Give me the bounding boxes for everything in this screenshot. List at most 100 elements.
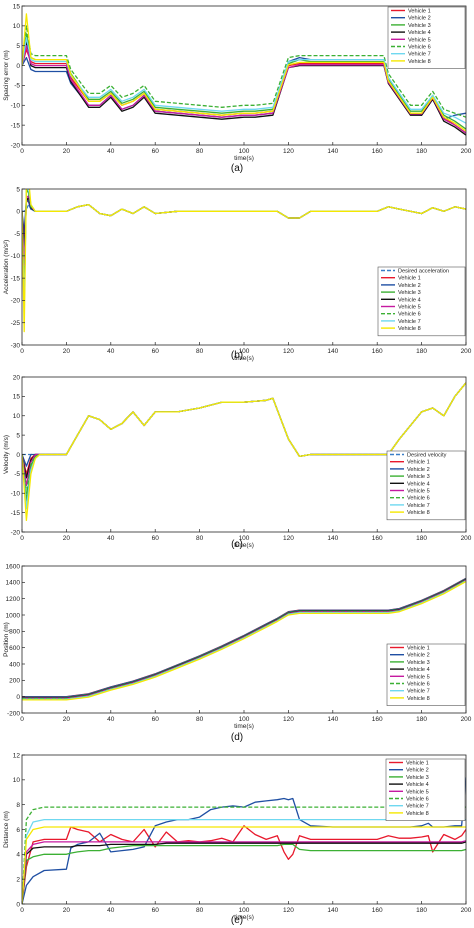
x-tick-label: 180 [416,148,427,155]
x-tick-label: 120 [283,348,294,355]
series-line-vehicle-5 [22,45,466,134]
series-line-vehicle-6 [22,25,466,118]
legend-label: Vehicle 4 [408,30,431,36]
y-tick-label: -30 [11,342,21,349]
y-tick-label: -10 [11,253,21,260]
x-axis-label: time(s) [234,914,254,921]
legend-label: Vehicle 7 [398,319,421,325]
x-tick-label: 0 [20,907,24,914]
legend-label: Vehicle 7 [408,52,431,58]
panel-caption: (c) [231,539,243,550]
legend-label: Vehicle 3 [408,23,431,29]
x-tick-label: 80 [196,535,204,542]
x-tick-label: 200 [461,535,472,542]
x-tick-label: 60 [152,148,160,155]
x-tick-label: 0 [20,148,24,155]
legend-label: Vehicle 3 [407,474,430,480]
y-tick-label: 0 [16,901,20,908]
x-tick-label: 80 [196,716,204,723]
x-tick-label: 20 [63,535,71,542]
series-line-vehicle-1 [22,825,466,904]
y-tick-label: 0 [16,694,20,701]
series-group [22,577,466,701]
y-tick-label: -15 [11,510,21,517]
legend-label: Vehicle 1 [407,460,430,466]
x-tick-label: 40 [107,148,115,155]
x-tick-label: 0 [20,716,24,723]
x-tick-label: 180 [416,535,427,542]
legend-label: Vehicle 4 [398,297,421,303]
legend-label: Vehicle 1 [406,761,429,767]
x-tick-label: 140 [327,348,338,355]
panel-caption: (d) [231,732,243,743]
legend-label: Vehicle 4 [406,782,429,788]
y-tick-label: -20 [11,529,21,536]
legend-label: Vehicle 4 [407,481,430,487]
series-line-vehicle-8 [22,580,466,701]
x-tick-label: 160 [372,716,383,723]
x-axis-label: time(s) [234,155,254,162]
series-group [22,13,466,136]
y-tick-label: 1600 [6,563,21,570]
chart-panel-1: 0 20 40 60 80 100 120 140 160 180 200 -20 -15 -10 -5 0 5… [3,3,472,174]
legend-label: Vehicle 3 [406,775,429,781]
y-tick-label: 0 [16,452,20,459]
legend-label: Vehicle 5 [406,789,429,795]
x-tick-label: 120 [283,716,294,723]
y-tick-label: 600 [9,645,20,652]
y-tick-label: -25 [11,320,21,327]
y-axis-label: Velocity (m/s) [3,435,10,474]
y-tick-label: -5 [14,471,20,478]
x-tick-label: 0 [20,535,24,542]
y-tick-label: 20 [13,374,21,381]
legend-label: Vehicle 6 [407,496,430,502]
x-tick-label: 160 [372,148,383,155]
x-tick-label: 200 [461,348,472,355]
x-tick-label: 40 [107,348,115,355]
legend-label: Vehicle 1 [407,646,430,652]
x-tick-label: 40 [107,716,115,723]
legend-label: Vehicle 2 [407,653,430,659]
y-tick-label: -10 [11,491,21,498]
x-axis-label: time(s) [234,723,254,730]
series-line-vehicle-5 [22,840,466,904]
series-line-vehicle-2 [22,197,466,235]
x-tick-label: 160 [372,535,383,542]
x-tick-label: 40 [107,907,115,914]
x-tick-label: 160 [372,348,383,355]
y-axis-label: Position (m) [3,622,10,657]
x-tick-label: 180 [416,348,427,355]
x-tick-label: 20 [63,348,71,355]
series-line-vehicle-8 [22,13,466,132]
series-line-vehicle-8 [22,826,466,904]
y-tick-label: 5 [16,43,20,50]
legend-label: Vehicle 1 [398,276,421,282]
panel-caption: (b) [231,350,243,361]
y-tick-label: 10 [13,777,21,784]
series-line-vehicle-8 [22,189,466,333]
legend-label: Vehicle 3 [407,660,430,666]
panel-caption: (e) [231,915,243,926]
y-tick-label: 1000 [6,612,21,619]
chart-panel-3: 0 20 40 60 80 100 120 140 160 180 200 -20 -15 -10 -5 0 5… [3,374,472,550]
y-tick-label: 10 [13,23,21,30]
x-tick-label: 60 [152,907,160,914]
series-line-vehicle-1 [22,197,466,257]
y-tick-label: 1200 [6,596,21,603]
x-tick-label: 80 [196,907,204,914]
x-tick-label: 100 [239,907,250,914]
y-tick-label: 200 [9,678,20,685]
series-line-vehicle-3 [22,843,466,904]
legend-label: Vehicle 6 [398,312,421,318]
x-tick-label: 160 [372,907,383,914]
x-tick-label: 120 [283,907,294,914]
y-tick-label: 10 [13,413,21,420]
y-tick-label: 15 [13,3,21,10]
x-tick-label: 20 [63,716,71,723]
legend-label: Vehicle 6 [408,45,431,51]
x-tick-label: 60 [152,348,160,355]
legend-label: Vehicle 7 [407,689,430,695]
y-axis-label: Spacing error (m) [3,50,10,101]
x-tick-label: 100 [239,148,250,155]
series-line-vehicle-8 [22,382,466,522]
